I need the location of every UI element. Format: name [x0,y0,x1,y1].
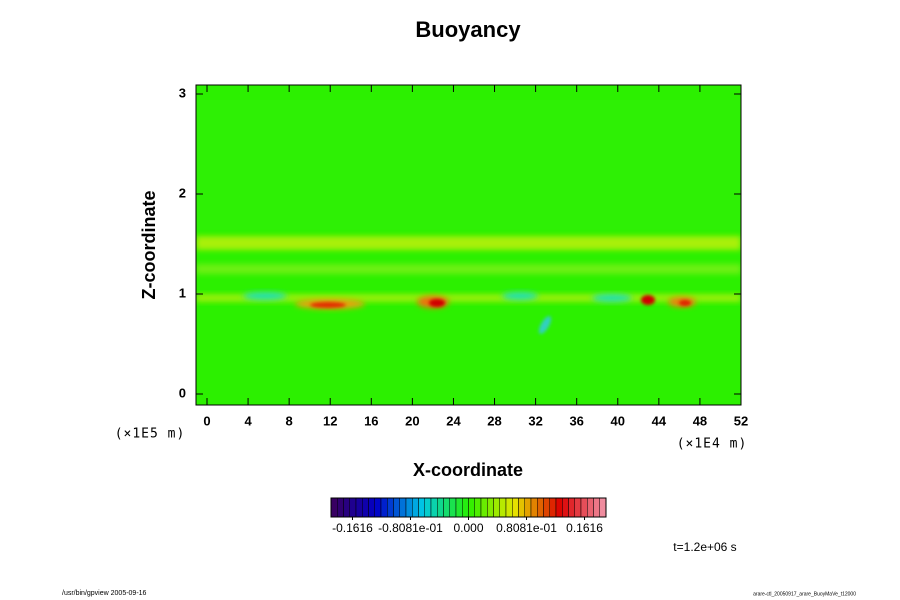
colorbar-cell [587,497,594,518]
colorbar-cell [480,497,488,518]
colorbar-cell [424,497,432,518]
colorbar-cell [362,497,369,518]
colorbar-cell [524,497,532,518]
colorbar-cell [574,497,582,518]
x-tick-label: 48 [693,413,707,428]
colorbar-cell [468,497,475,518]
x-tick-label: 8 [286,413,293,428]
colorbar-cell [355,497,363,518]
x-tick-label: 52 [734,413,748,428]
y-tick-label: 1 [179,285,186,300]
chart-title: Buoyancy [415,17,521,42]
colorbar-tick-label: -0.8081e-01 [378,521,443,535]
x-tick-label: 44 [652,413,667,428]
y-tick-label: 2 [179,185,186,200]
colorbar-cell [387,497,394,518]
colorbar-cell [518,497,525,518]
colorbar-cell [374,497,382,518]
colorbar-cell [462,497,469,518]
colorbar-cell [537,497,544,518]
colorbar-tick-label: 0.1616 [566,521,603,535]
colorbar-cell [399,497,407,518]
colorbar-tick-label: 0.000 [453,521,483,535]
colorbar-cell [430,497,438,518]
colorbar-cell [530,497,538,518]
x-tick-label: 24 [446,413,461,428]
contour-field [196,85,741,405]
colorbar-cell [568,497,575,518]
y-tick-label: 0 [179,385,186,400]
colorbar-cell [474,497,482,518]
colorbar-cell [443,497,450,518]
colorbar-cell [512,497,519,518]
footer-right: arare-ctl_20050917_arare_BuoyMaVe_t12000 [753,591,856,597]
x-tick-label: 12 [323,413,337,428]
colorbar-cell [580,497,588,518]
colorbar-cell [543,497,550,518]
x-tick-label: 28 [487,413,501,428]
x-tick-label: 20 [405,413,419,428]
colorbar-cell [505,497,513,518]
x-tick-label: 16 [364,413,378,428]
colorbar-cell [562,497,569,518]
x-unit: (×1E4 m) [677,437,748,452]
y-tick-label: 3 [179,85,186,100]
plot-frame [195,84,742,406]
time-annotation: t=1.2e+06 s [673,540,736,554]
colorbar-cell [405,497,413,518]
x-tick-label: 32 [528,413,542,428]
x-tick-label: 4 [244,413,252,428]
colorbar-cell [330,497,338,518]
x-tick-label: 0 [203,413,210,428]
colorbar-cell [393,497,400,518]
colorbar-cell [449,497,457,518]
colorbar-cell [455,497,463,518]
colorbar-tick-label: 0.8081e-01 [496,521,557,535]
x-tick-label: 40 [611,413,625,428]
colorbar-cell [593,497,600,518]
colorbar-cell [368,497,375,518]
y-unit: (×1E5 m) [115,427,186,442]
footer-left: /usr/bin/gpview 2005-09-16 [62,590,147,597]
colorbar-cell [349,497,357,518]
colorbar-cell [499,497,507,518]
colorbar-tick-label: -0.1616 [332,521,373,535]
colorbar-cell [599,497,607,518]
colorbar-cell [343,497,350,518]
colorbar-cell [555,497,563,518]
colorbar-cell [412,497,419,518]
colorbar-cell [337,497,344,518]
x-tick-label: 36 [569,413,583,428]
colorbar-cell [380,497,388,518]
colorbar-cell [437,497,444,518]
x-axis-label: X-coordinate [413,460,523,480]
colorbar-cell [549,497,557,518]
y-axis-label: Z-coordinate [139,190,159,299]
colorbar-cell [487,497,494,518]
colorbar-cell [418,497,425,518]
colorbar-cell [493,497,500,518]
